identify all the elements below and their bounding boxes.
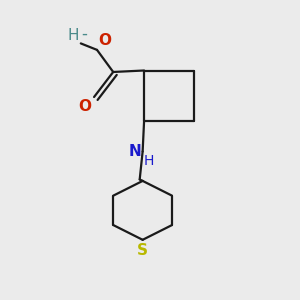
Text: H: H [144, 154, 154, 168]
Text: S: S [137, 243, 148, 258]
Text: N: N [128, 144, 141, 159]
Text: -: - [81, 25, 87, 43]
Text: O: O [78, 99, 91, 114]
Text: O: O [98, 33, 112, 48]
Text: H: H [68, 28, 79, 43]
